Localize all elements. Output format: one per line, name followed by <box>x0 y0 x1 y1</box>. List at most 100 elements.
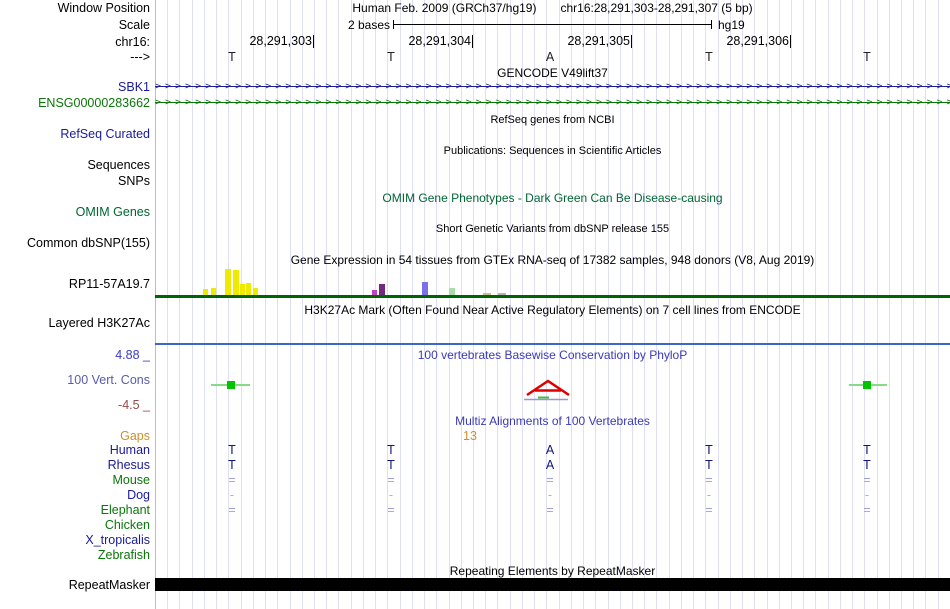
grid-line <box>252 0 254 609</box>
track-label-snps[interactable]: SNPs <box>118 174 150 188</box>
base-letter: T <box>387 50 395 64</box>
grid-line <box>485 0 487 609</box>
multiz-cell: T <box>387 443 395 457</box>
track-label-refseq-curated[interactable]: RefSeq Curated <box>60 127 150 141</box>
track-label-sbk1[interactable]: SBK1 <box>118 80 150 94</box>
track-label-item: ---> <box>130 50 150 64</box>
gene-arrow-track-ensg00000283662[interactable]: >>>>>>>>>>>>>>>>>>>>>>>>>>>>>>>>>>>>>>>>… <box>155 97 950 109</box>
grid-line <box>326 0 328 609</box>
track-title-100-vertebrates-basewise: 100 vertebrates Basewise Conservation by… <box>417 348 688 362</box>
track-label-elephant[interactable]: Elephant <box>100 503 150 517</box>
grid-line <box>509 0 511 609</box>
h3k27ac-baseline[interactable] <box>155 343 950 345</box>
gtex-bar[interactable] <box>379 284 385 295</box>
multiz-cell: = <box>546 473 554 487</box>
multiz-cell: = <box>387 473 395 487</box>
track-label-omim-genes[interactable]: OMIM Genes <box>75 205 150 219</box>
grid-line <box>216 0 218 609</box>
gtex-bar[interactable] <box>372 290 377 295</box>
multiz-cell: = <box>387 503 395 517</box>
gtex-bar[interactable] <box>211 288 216 295</box>
track-label-ensg00000283662[interactable]: ENSG00000283662 <box>38 96 150 110</box>
track-label-chicken[interactable]: Chicken <box>104 518 150 532</box>
track-label-human[interactable]: Human <box>109 443 150 457</box>
grid-line <box>754 0 756 609</box>
gtex-baseline[interactable] <box>155 295 950 298</box>
base-letter: T <box>705 50 713 64</box>
gene-arrow-track-sbk1[interactable]: >>>>>>>>>>>>>>>>>>>>>>>>>>>>>>>>>>>>>>>>… <box>155 81 950 93</box>
gtex-bar[interactable] <box>422 282 428 295</box>
track-label-rhesus[interactable]: Rhesus <box>107 458 150 472</box>
phylop-negative-mark[interactable] <box>515 375 585 403</box>
grid-line <box>350 0 352 609</box>
gtex-bar[interactable] <box>246 283 251 295</box>
grid-line <box>864 0 866 609</box>
phylop-positive-mark[interactable] <box>863 381 871 389</box>
grid-line <box>338 0 340 609</box>
grid-line <box>619 0 621 609</box>
grid-line <box>876 0 878 609</box>
grid-line <box>313 0 315 609</box>
gtex-bar[interactable] <box>253 288 258 295</box>
track-label-repeatmasker[interactable]: RepeatMasker <box>68 578 150 592</box>
grid-line <box>240 0 242 609</box>
track-label-dog[interactable]: Dog <box>127 488 150 502</box>
multiz-cell: = <box>228 473 236 487</box>
gtex-bar[interactable] <box>233 270 239 295</box>
multiz-cell: T <box>228 443 236 457</box>
grid-line <box>717 0 719 609</box>
gtex-bar[interactable] <box>483 293 491 295</box>
track-title-repeating-elements-by: Repeating Elements by RepeatMasker <box>449 564 656 578</box>
grid-line <box>680 0 682 609</box>
grid-line <box>668 0 670 609</box>
track-label-common-dbsnp-155[interactable]: Common dbSNP(155) <box>27 236 150 250</box>
grid-line <box>179 0 181 609</box>
grid-line <box>644 0 646 609</box>
grid-line <box>595 0 597 609</box>
multiz-cell: = <box>228 503 236 517</box>
gtex-bar[interactable] <box>203 289 208 295</box>
ruler-tick: 28,291,304 <box>381 35 473 48</box>
track-title-gencode-v49lift37: GENCODE V49lift37 <box>497 66 608 80</box>
track-label-100-vert-cons[interactable]: 100 Vert. Cons <box>67 373 150 387</box>
grid-line <box>607 0 609 609</box>
multiz-cell: = <box>863 473 871 487</box>
gtex-bar[interactable] <box>240 284 245 295</box>
grid-line <box>301 0 303 609</box>
multiz-cell: - <box>706 488 712 502</box>
track-title-gene-expression-in: Gene Expression in 54 tissues from GTEx … <box>290 253 815 267</box>
multiz-cell: - <box>547 488 553 502</box>
track-label-mouse[interactable]: Mouse <box>112 473 150 487</box>
track-title-refseq-genes-from: RefSeq genes from NCBI <box>490 114 615 126</box>
gtex-bar[interactable] <box>498 293 506 295</box>
grid-line <box>191 0 193 609</box>
track-label-x-tropicalis[interactable]: X_tropicalis <box>85 533 150 547</box>
grid-line <box>167 0 169 609</box>
track-title-short-genetic-variants: Short Genetic Variants from dbSNP releas… <box>435 223 670 235</box>
track-label-zebrafish[interactable]: Zebrafish <box>97 548 150 562</box>
track-label-rp11-57a19-7[interactable]: RP11-57A19.7 <box>68 277 150 291</box>
grid-line <box>925 0 927 609</box>
multiz-cell: = <box>546 503 554 517</box>
grid-line <box>448 0 450 609</box>
grid-line <box>742 0 744 609</box>
grid-line <box>436 0 438 609</box>
track-label-gaps[interactable]: Gaps <box>120 429 150 443</box>
grid-line <box>729 0 731 609</box>
grid-line <box>705 0 707 609</box>
repeatmasker-bar[interactable] <box>155 578 950 591</box>
gtex-bar[interactable] <box>225 269 231 295</box>
track-label-sequences[interactable]: Sequences <box>87 158 150 172</box>
grid-line <box>570 0 572 609</box>
ruler-tick: 28,291,303 <box>222 35 314 48</box>
multiz-cell: T <box>863 458 871 472</box>
grid-line <box>399 0 401 609</box>
grid-line <box>852 0 854 609</box>
gtex-bar[interactable] <box>449 288 455 295</box>
grid-line <box>693 0 695 609</box>
grid-line <box>203 0 205 609</box>
phylop-positive-mark[interactable] <box>227 381 235 389</box>
multiz-cell: = <box>863 503 871 517</box>
track-label-layered-h3k27ac[interactable]: Layered H3K27Ac <box>48 316 150 330</box>
